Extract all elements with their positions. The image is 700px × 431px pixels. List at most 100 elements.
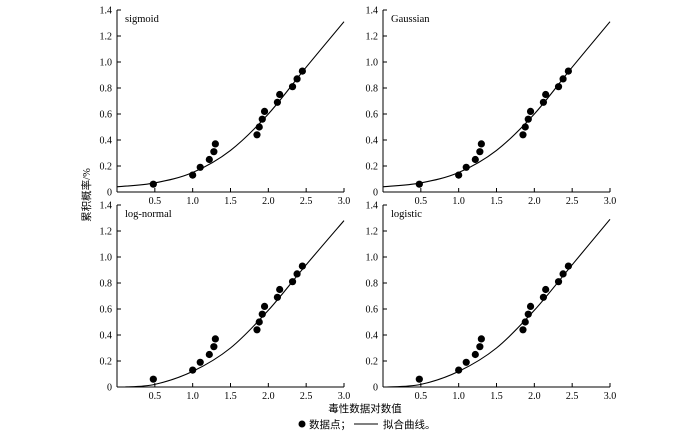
y-tick-label: 0 xyxy=(107,383,112,394)
panel-title: sigmoid xyxy=(125,14,160,25)
data-point xyxy=(253,131,261,139)
data-point xyxy=(471,155,479,164)
y-tick-label: 1.0 xyxy=(366,253,379,264)
y-tick-label: 0.6 xyxy=(366,110,379,121)
data-point xyxy=(542,285,550,294)
legend-curve-label: 拟合曲线。 xyxy=(383,418,436,431)
y-tick-label: 0.8 xyxy=(100,84,113,95)
data-point xyxy=(293,270,301,278)
data-point xyxy=(189,171,197,179)
data-point xyxy=(255,318,263,326)
panel-logistic: 0 0.2 0.4 0.6 0.8 1.0 1.2 1.4 0.5 1.0 1.5 2.0 2.5 3.0… xyxy=(366,201,617,403)
data-point xyxy=(210,343,218,351)
data-point xyxy=(564,67,572,75)
y-axis-title: 累积概率/% xyxy=(80,168,93,222)
y-tick-label: 1.0 xyxy=(366,58,379,69)
y-tick-label: 0.2 xyxy=(100,357,113,368)
data-point xyxy=(211,140,219,148)
data-point xyxy=(455,171,463,179)
y-tick-label: 0.2 xyxy=(100,162,113,173)
data-point xyxy=(524,115,532,123)
panel-title: logistic xyxy=(391,209,422,220)
y-tick-label: 0.4 xyxy=(366,331,379,342)
data-point xyxy=(559,75,567,83)
y-tick-label: 0 xyxy=(107,188,112,199)
data-point xyxy=(205,155,213,164)
y-tick-label: 0.2 xyxy=(366,357,379,368)
y-tick-label: 0.8 xyxy=(100,279,113,290)
data-point xyxy=(258,115,266,123)
y-tick-label: 0 xyxy=(373,188,378,199)
x-tick-label: 1.0 xyxy=(186,391,199,402)
data-point xyxy=(273,98,282,106)
data-point xyxy=(554,83,563,91)
data-point xyxy=(273,293,282,301)
x-tick-label: 0.5 xyxy=(415,391,428,402)
y-tick-label: 0.4 xyxy=(100,136,113,147)
data-point xyxy=(542,90,550,99)
x-tick-label: 0.5 xyxy=(415,196,428,207)
data-point xyxy=(476,343,484,351)
data-point xyxy=(519,131,527,139)
data-point xyxy=(288,278,297,286)
y-tick-label: 1.2 xyxy=(366,227,379,238)
x-tick-label: 2.0 xyxy=(528,196,541,207)
data-point xyxy=(462,163,470,171)
y-tick-label: 0.4 xyxy=(100,331,113,342)
y-tick-label: 0.4 xyxy=(366,136,379,147)
x-tick-label: 3.0 xyxy=(604,391,617,402)
data-point xyxy=(276,285,284,294)
data-point xyxy=(205,350,213,359)
x-tick-label: 3.0 xyxy=(338,391,351,402)
x-tick-label: 2.5 xyxy=(566,391,579,402)
x-tick-label: 2.0 xyxy=(262,391,275,402)
panel-title: log-normal xyxy=(125,209,172,220)
data-point xyxy=(189,366,197,374)
data-point xyxy=(519,326,527,334)
fit-curve xyxy=(382,21,611,188)
y-tick-label: 0.6 xyxy=(100,110,113,121)
data-point xyxy=(415,375,423,383)
x-tick-label: 0.5 xyxy=(149,391,162,402)
x-tick-label: 2.5 xyxy=(566,196,579,207)
y-tick-label: 1.2 xyxy=(100,227,113,238)
y-tick-label: 1.2 xyxy=(366,32,379,43)
data-point xyxy=(462,358,470,366)
legend: 数据点； 拟合曲线。 xyxy=(298,418,436,431)
fit-curve xyxy=(116,21,345,188)
y-tick-label: 0.8 xyxy=(366,84,379,95)
x-tick-label: 3.0 xyxy=(338,196,351,207)
data-point xyxy=(477,335,485,343)
x-tick-label: 1.0 xyxy=(186,196,199,207)
y-tick-label: 1.0 xyxy=(100,253,113,264)
panel-title: Gaussian xyxy=(391,14,430,25)
data-point xyxy=(415,180,423,188)
fit-curve xyxy=(386,218,611,388)
data-point xyxy=(559,270,567,278)
x-tick-label: 1.5 xyxy=(490,391,503,402)
x-tick-label: 2.5 xyxy=(300,391,313,402)
y-tick-label: 0.8 xyxy=(366,279,379,290)
data-point xyxy=(258,310,266,318)
data-point xyxy=(471,350,479,359)
legend-points-label: 数据点； xyxy=(309,418,351,431)
data-point xyxy=(293,75,301,83)
data-point xyxy=(477,140,485,148)
y-tick-label: 0.6 xyxy=(100,305,113,316)
data-point xyxy=(149,375,157,383)
data-point xyxy=(455,366,463,374)
x-tick-label: 0.5 xyxy=(149,196,162,207)
data-point xyxy=(288,83,297,91)
y-tick-label: 1.4 xyxy=(100,6,113,17)
data-point xyxy=(526,302,535,310)
data-point xyxy=(526,107,535,115)
data-point xyxy=(253,326,261,334)
x-tick-label: 1.5 xyxy=(490,196,503,207)
data-point xyxy=(539,293,548,301)
data-point xyxy=(196,163,204,171)
panel-sigmoid: 0 0.2 0.4 0.6 0.8 1.0 1.2 1.4 0.5 1.0 1.5 2.0 2.5 3.0… xyxy=(100,6,351,208)
data-point xyxy=(298,262,306,270)
x-axis-title: 毒性数据对数值 xyxy=(328,402,402,415)
data-point xyxy=(210,148,218,156)
